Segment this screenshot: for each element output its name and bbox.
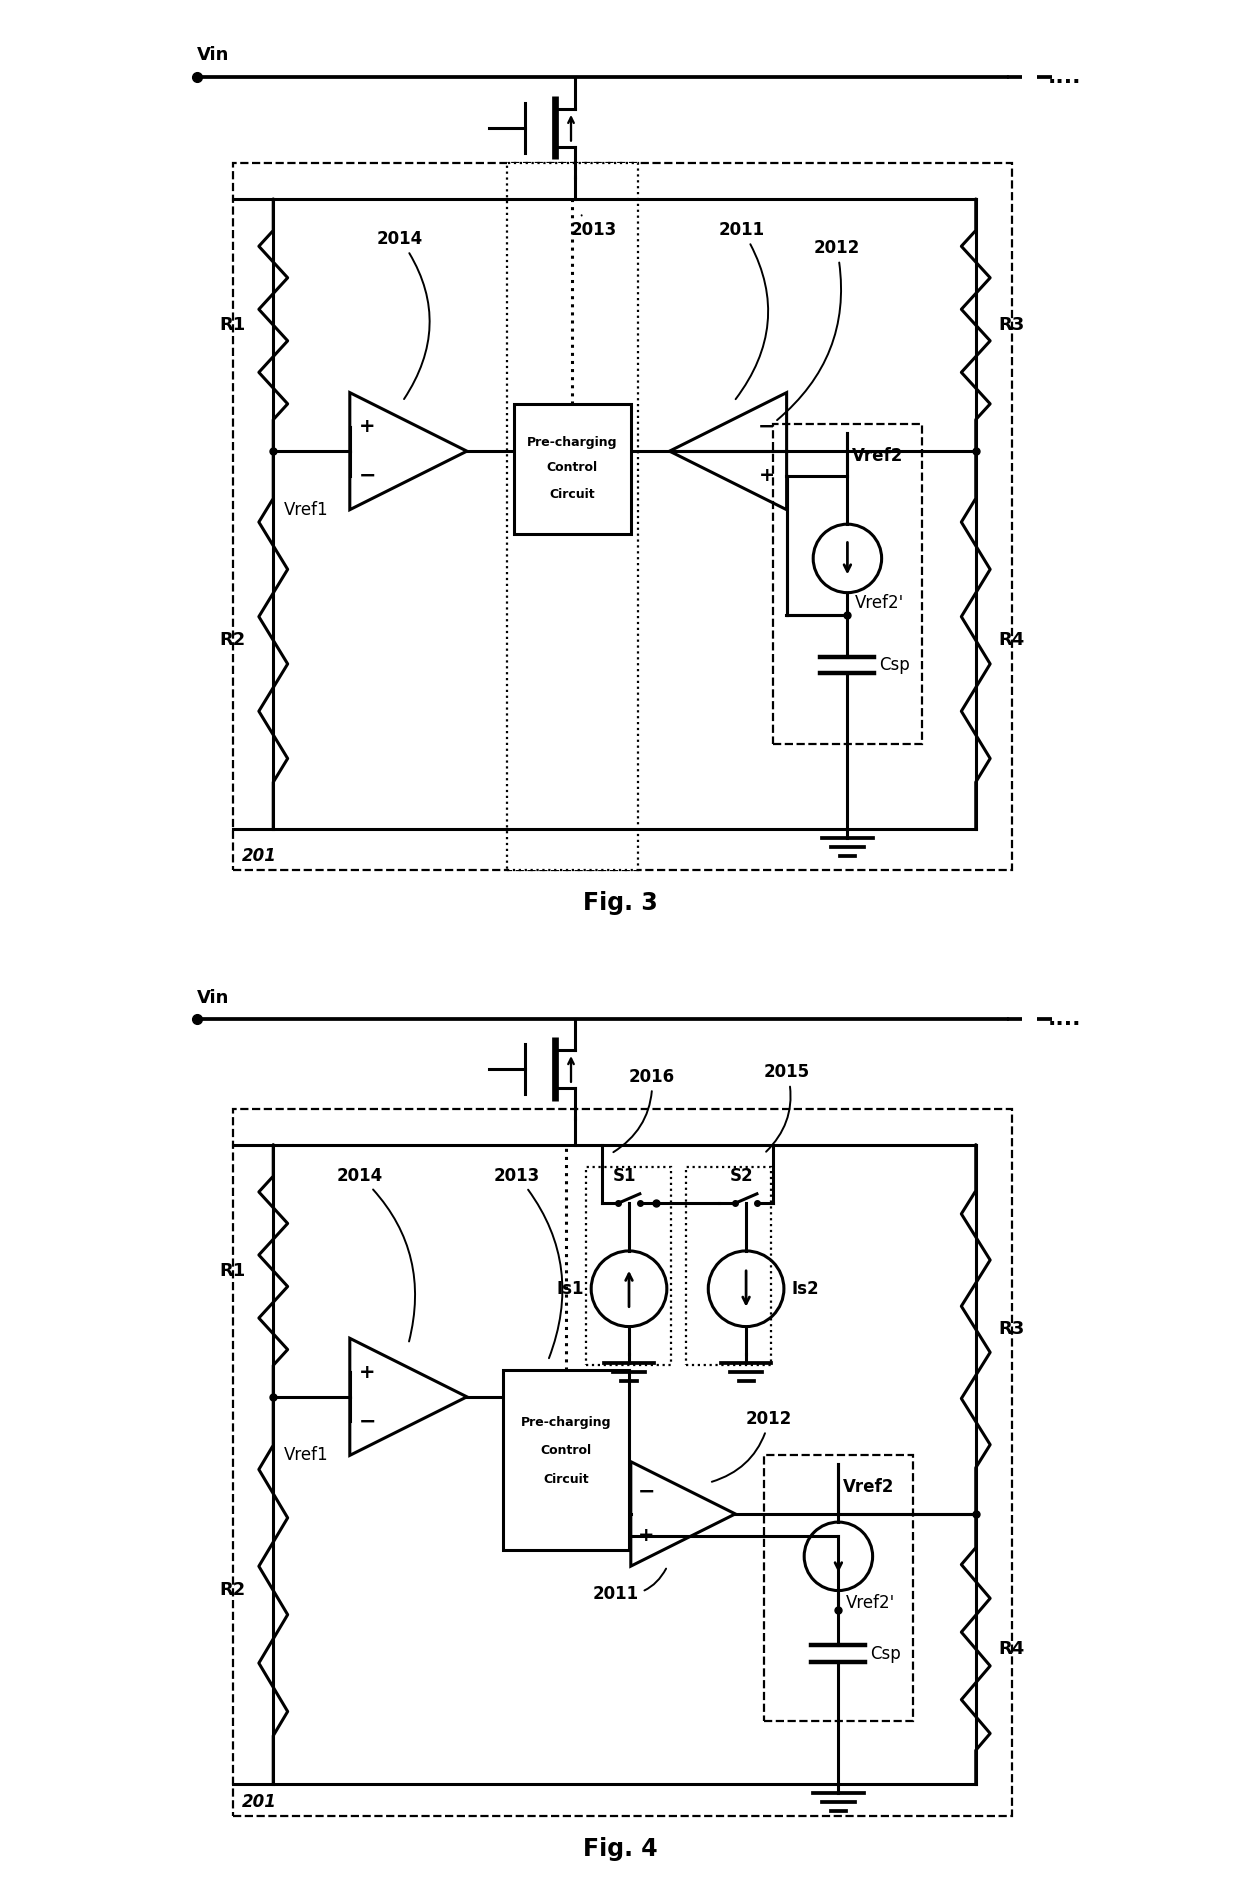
Text: Circuit: Circuit [549,488,595,501]
Text: Vin: Vin [197,989,229,1006]
Text: Csp: Csp [879,656,910,674]
Text: Control: Control [547,462,598,475]
Text: Vref2: Vref2 [852,447,903,465]
Text: 201: 201 [242,1792,277,1811]
Text: +: + [639,1526,655,1545]
Text: Is1: Is1 [557,1279,584,1298]
Text: 2012: 2012 [712,1409,792,1483]
Text: Pre-charging: Pre-charging [527,435,618,448]
Text: Csp: Csp [870,1645,900,1662]
Text: S2: S2 [730,1166,754,1185]
FancyBboxPatch shape [773,424,921,744]
Text: +: + [358,416,376,435]
Text: Fig. 3: Fig. 3 [583,891,657,916]
Text: R3: R3 [998,317,1025,333]
Text: Vref2': Vref2' [846,1594,895,1613]
Text: 2015: 2015 [764,1063,810,1151]
Text: R2: R2 [219,631,246,650]
Text: R2: R2 [219,1581,246,1600]
FancyBboxPatch shape [507,162,639,870]
Text: Q1: Q1 [582,213,610,232]
Text: ....: .... [1048,1008,1081,1029]
Text: Pre-charging: Pre-charging [521,1415,611,1428]
FancyBboxPatch shape [513,403,631,535]
Text: R4: R4 [998,631,1025,650]
Text: −: − [358,465,376,486]
Text: −: − [759,416,776,437]
Text: 2013: 2013 [494,1166,563,1358]
FancyBboxPatch shape [686,1168,771,1366]
Text: Vref2': Vref2' [854,595,904,612]
FancyBboxPatch shape [764,1454,913,1722]
Text: Q1: Q1 [582,1155,610,1174]
Text: 2013: 2013 [570,215,616,239]
Text: 2014: 2014 [377,230,429,399]
Text: Vref1: Vref1 [284,501,329,518]
Text: 2016: 2016 [614,1068,675,1153]
Text: Vref2: Vref2 [843,1477,894,1496]
Text: S1: S1 [613,1166,636,1185]
Text: 2012: 2012 [777,239,859,420]
FancyBboxPatch shape [503,1370,629,1551]
FancyBboxPatch shape [233,162,1012,870]
Text: Is2: Is2 [791,1279,818,1298]
Text: Vin: Vin [197,45,229,64]
Text: Vref1: Vref1 [284,1447,329,1464]
Text: 2011: 2011 [719,220,768,399]
Text: Fig. 4: Fig. 4 [583,1837,657,1861]
Text: 2014: 2014 [336,1166,415,1341]
Text: −: − [639,1483,656,1502]
Text: +: + [759,465,776,486]
Text: R4: R4 [998,1639,1025,1658]
Text: 201: 201 [242,848,277,865]
Text: R3: R3 [998,1321,1025,1338]
Text: R1: R1 [219,1262,246,1279]
Text: ....: .... [1048,68,1081,87]
Text: 2011: 2011 [593,1569,666,1603]
Text: +: + [358,1362,376,1381]
FancyBboxPatch shape [585,1168,671,1366]
FancyBboxPatch shape [233,1108,1012,1816]
Text: Control: Control [541,1445,591,1458]
Text: Circuit: Circuit [543,1473,589,1486]
Text: −: − [358,1411,376,1432]
Text: R1: R1 [219,317,246,333]
